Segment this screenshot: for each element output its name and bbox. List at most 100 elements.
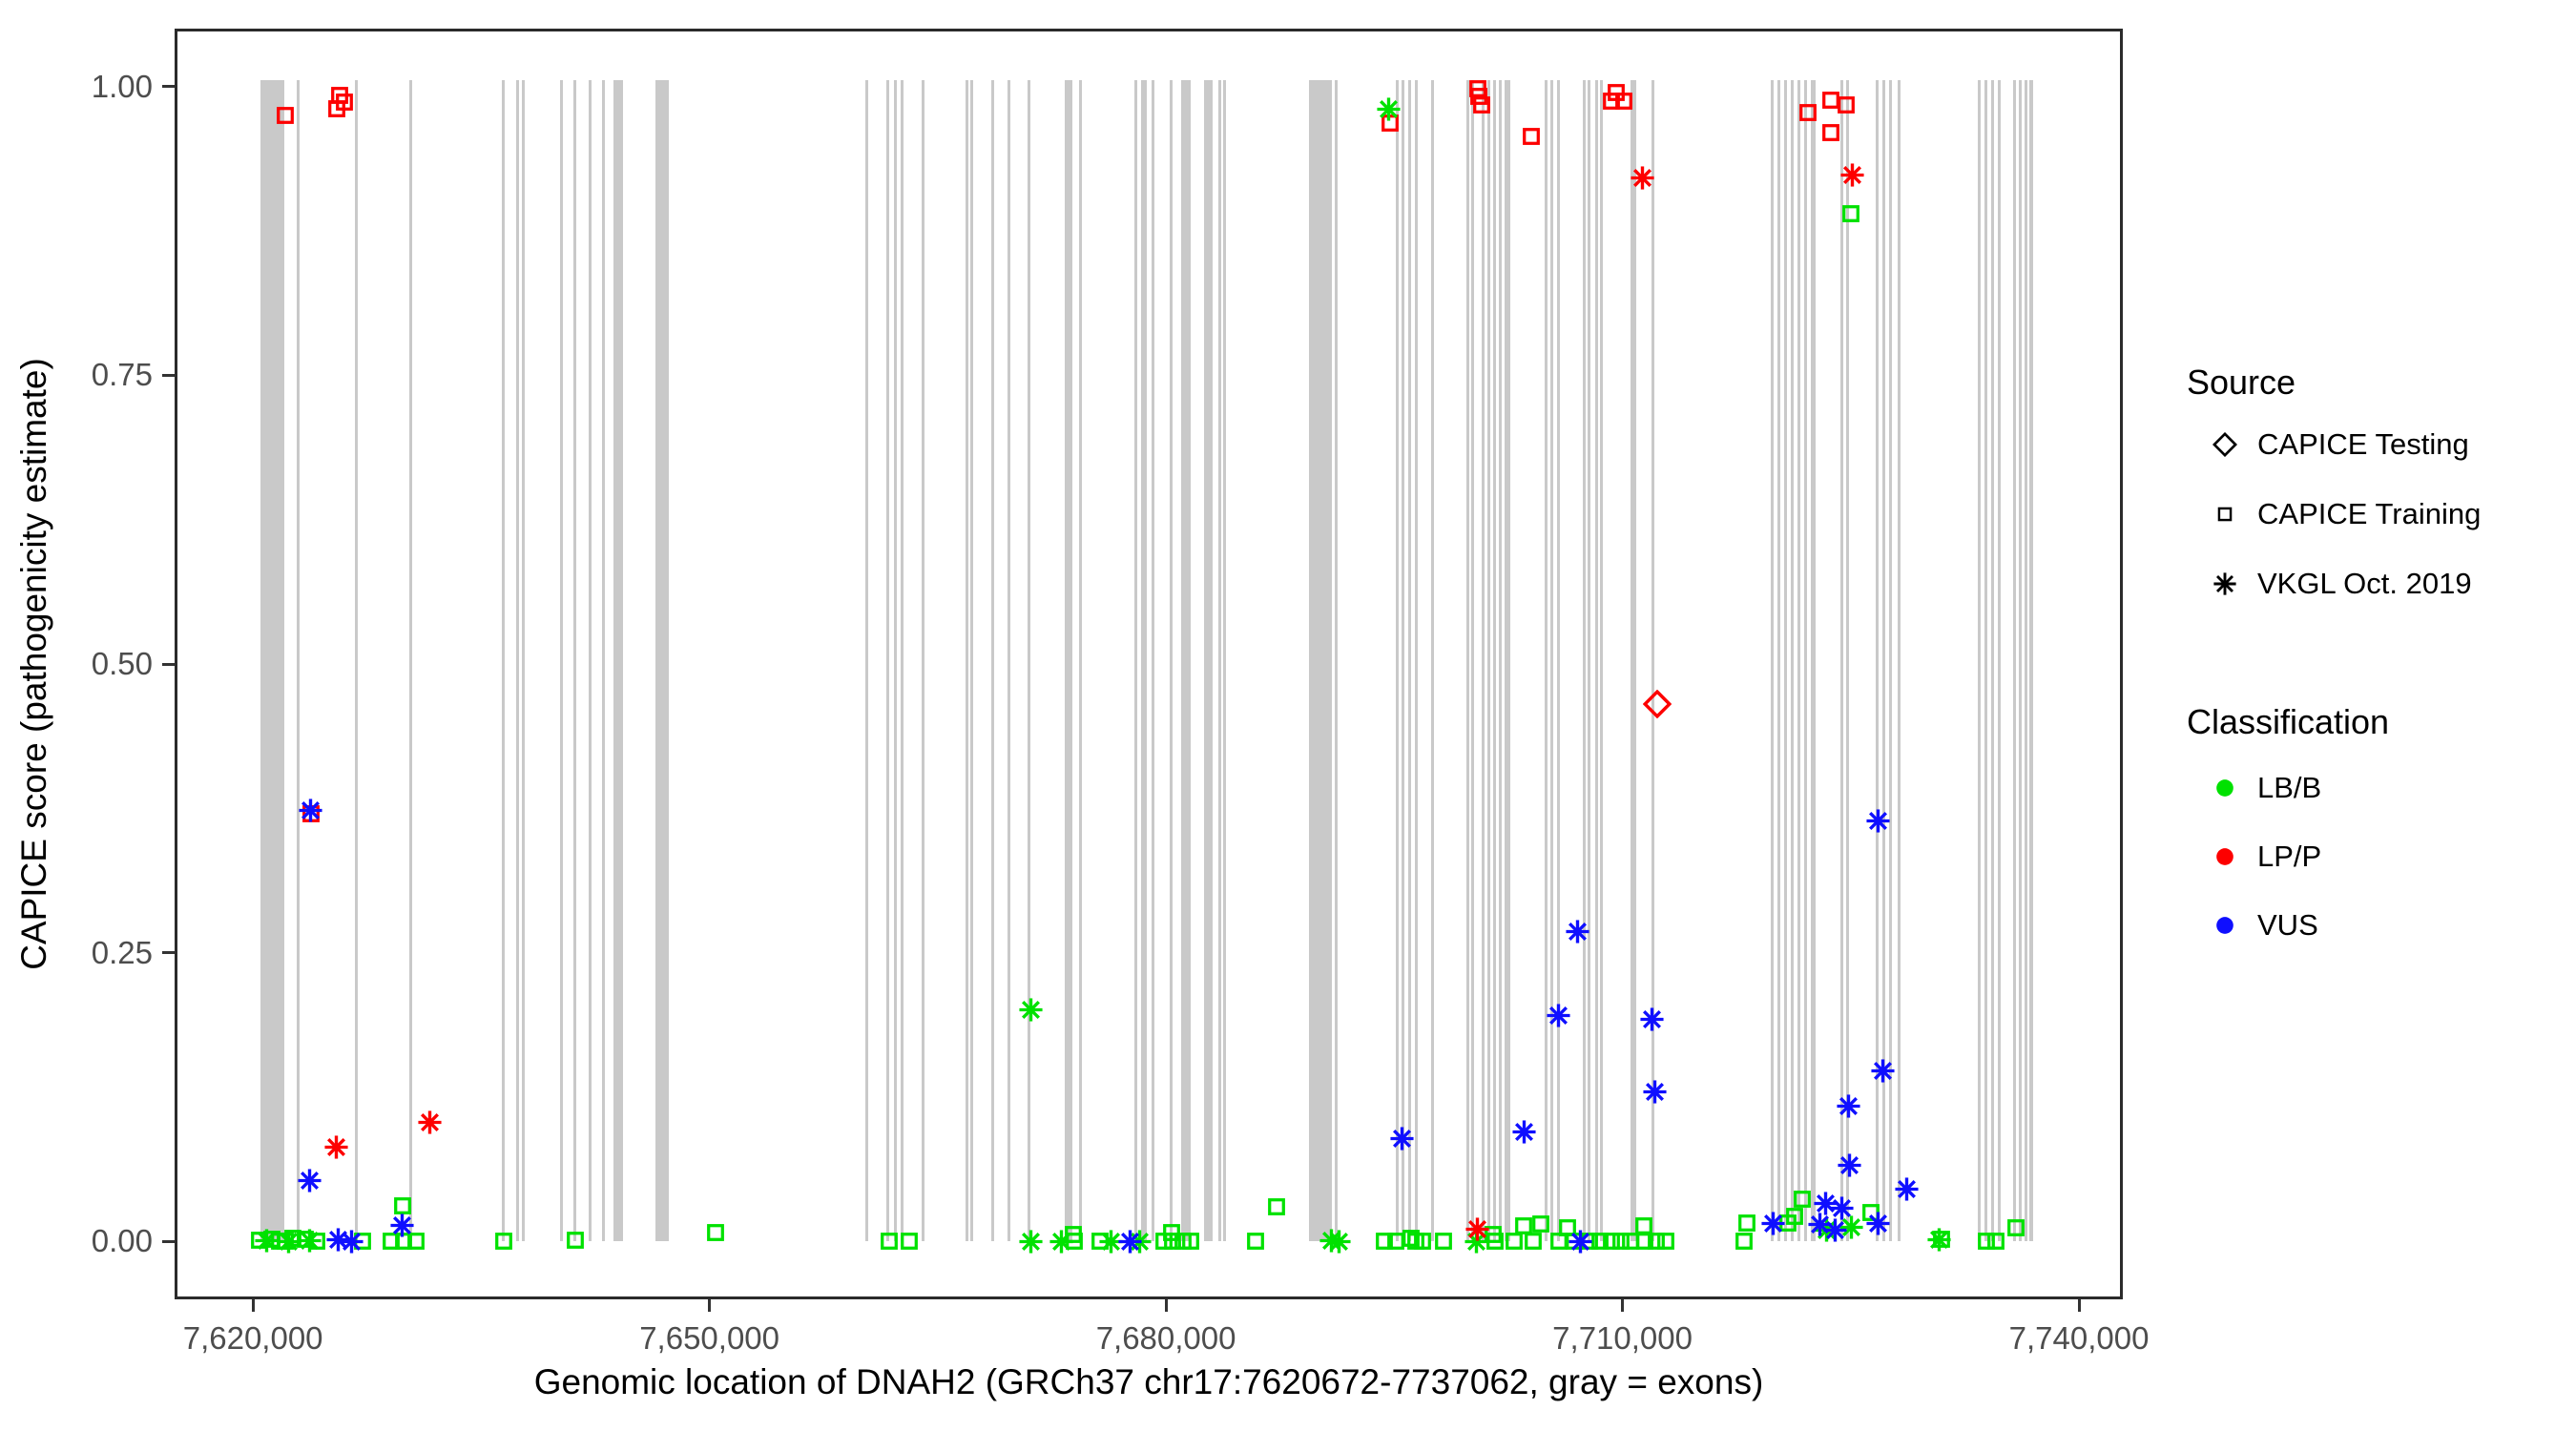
exon-bar [1889, 80, 1893, 1242]
exon-bar [1008, 80, 1011, 1242]
dot-icon [2204, 836, 2246, 878]
exon-bar [516, 80, 520, 1242]
x-tick [1164, 1299, 1168, 1312]
exon-bar [1027, 80, 1030, 1242]
legend-item-label: CAPICE Testing [2257, 427, 2469, 461]
exon-bar [1309, 80, 1332, 1242]
exon-bar [1544, 80, 1548, 1242]
exon-bar [1846, 80, 1850, 1242]
exon-bar [1217, 80, 1221, 1242]
x-tick-label: 7,650,000 [639, 1320, 780, 1356]
exon-bar [1498, 80, 1502, 1242]
exon-bar [1978, 80, 1982, 1242]
y-tick [162, 951, 175, 955]
exon-bar [1415, 80, 1419, 1242]
exon-bar [260, 80, 284, 1242]
exon-bar [1984, 80, 1988, 1242]
exon-bar [1840, 80, 1844, 1242]
exon-bar [991, 80, 995, 1242]
exon-bar [355, 80, 359, 1242]
exon-bar [408, 80, 412, 1242]
x-tick [1621, 1299, 1625, 1312]
exon-bar [1430, 80, 1434, 1242]
exon-bar [589, 80, 592, 1242]
exon-bar [1771, 80, 1775, 1242]
exon-bar [1170, 80, 1174, 1242]
exon-bar [1152, 80, 1155, 1242]
exon-bar [1876, 80, 1880, 1242]
exon-bar [1203, 80, 1214, 1242]
exon-bar [559, 80, 563, 1242]
exon-bar [1652, 80, 1655, 1242]
ast-icon [2204, 563, 2246, 605]
sq-icon [2204, 493, 2246, 535]
exon-bar [296, 80, 300, 1242]
exon-bar [1898, 80, 1901, 1242]
exon-bar [2019, 80, 2023, 1242]
exon-bar [1141, 80, 1147, 1242]
exon-bar [1493, 80, 1497, 1242]
legend-item-label: VUS [2257, 908, 2318, 942]
exon-bar [1482, 80, 1485, 1242]
exon-bar [921, 80, 924, 1242]
legend-item-lp-p: LP/P [2204, 822, 2321, 891]
exon-bar [1181, 80, 1192, 1242]
exon-bar [1549, 80, 1553, 1242]
exon-bar [2025, 80, 2028, 1242]
exon-bar [1471, 80, 1475, 1242]
exon-bar [1595, 80, 1599, 1242]
y-tick-label: 0.00 [91, 1223, 153, 1259]
y-tick [162, 373, 175, 377]
y-tick [162, 662, 175, 666]
exon-bar [2013, 80, 2017, 1242]
exon-bar [966, 80, 969, 1242]
exon-bar [1079, 80, 1083, 1242]
dot-icon [2204, 767, 2246, 809]
exon-bar [655, 80, 670, 1242]
legend-item-label: LP/P [2257, 840, 2322, 873]
exon-bar [1134, 80, 1138, 1242]
exon-bar [522, 80, 526, 1242]
x-tick-label: 7,680,000 [1095, 1320, 1236, 1356]
exon-bar [865, 80, 869, 1242]
legend-item-capice-testing: CAPICE Testing [2204, 410, 2469, 479]
x-tick [708, 1299, 712, 1312]
legend-source-title: Source [2187, 363, 2296, 402]
exon-bar [1882, 80, 1886, 1242]
exon-bar [2029, 80, 2034, 1242]
legend-item-vkgl-oct-2019: VKGL Oct. 2019 [2204, 550, 2472, 618]
exon-bar [1223, 80, 1227, 1242]
exon-bar [1588, 80, 1591, 1242]
exon-bar [900, 80, 904, 1242]
exon-bar [613, 80, 623, 1242]
exon-bar [1797, 80, 1801, 1242]
y-tick-label: 0.75 [91, 357, 153, 393]
exon-bar [1401, 80, 1404, 1242]
legend-item-capice-training: CAPICE Training [2204, 480, 2481, 549]
exon-bar [1777, 80, 1781, 1242]
legend-item-lb-b: LB/B [2204, 754, 2321, 822]
exon-bar [1465, 80, 1469, 1242]
exon-bar [1504, 80, 1511, 1242]
exon-bar [1631, 80, 1637, 1242]
exon-bar [1557, 80, 1561, 1242]
y-tick [162, 1239, 175, 1243]
legend-item-label: CAPICE Training [2257, 497, 2482, 530]
exon-bar [1600, 80, 1604, 1242]
exon-bar [1811, 80, 1817, 1242]
exon-bar [1804, 80, 1808, 1242]
legend-item-label: VKGL Oct. 2019 [2257, 567, 2472, 600]
x-tick-label: 7,740,000 [2008, 1320, 2150, 1356]
exon-bar [1998, 80, 2002, 1242]
y-tick-label: 0.50 [91, 646, 153, 681]
legend-classification-title: Classification [2187, 702, 2390, 741]
exon-bar [1065, 80, 1072, 1242]
dia-icon [2204, 424, 2246, 466]
exon-bar [502, 80, 506, 1242]
exon-bar [1334, 80, 1338, 1242]
exon-bar [1408, 80, 1412, 1242]
exon-bar [893, 80, 897, 1242]
exon-bar [1791, 80, 1795, 1242]
x-tick [2077, 1299, 2081, 1312]
